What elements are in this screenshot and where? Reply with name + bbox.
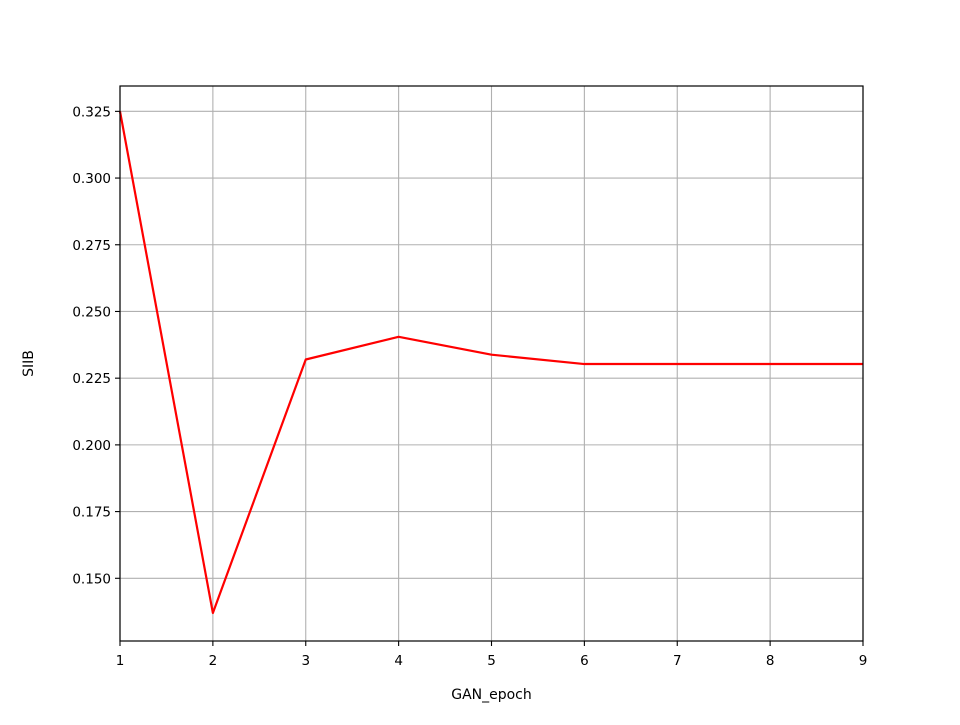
y-tick-label: 0.200	[72, 438, 111, 454]
y-tick-label: 0.175	[72, 505, 111, 521]
x-tick-label: 8	[766, 653, 775, 669]
x-tick-label: 2	[209, 653, 218, 669]
y-tick-label: 0.225	[72, 371, 111, 387]
x-tick-label: 4	[394, 653, 403, 669]
x-tick-label: 7	[673, 653, 682, 669]
x-tick-label: 1	[116, 653, 125, 669]
x-tick-label: 9	[859, 653, 868, 669]
ticks: 1 2 3 4 5 6 7 8 9 0.150 0.175 0.200 0.225 0.250 0.275 0…	[72, 104, 867, 669]
y-tick-label: 0.300	[72, 171, 111, 187]
y-tick-label: 0.325	[72, 104, 111, 120]
series-line	[118, 111, 863, 615]
x-tick-label: 3	[301, 653, 310, 669]
y-tick-label: 0.275	[72, 238, 111, 254]
x-axis-label: GAN_epoch	[451, 687, 532, 703]
y-tick-label: 0.150	[72, 571, 111, 587]
x-tick-label: 6	[580, 653, 589, 669]
y-axis-label: SIIB	[21, 350, 37, 377]
series-layer	[118, 111, 863, 615]
x-tick-label: 5	[487, 653, 496, 669]
y-tick-label: 0.250	[72, 304, 111, 320]
